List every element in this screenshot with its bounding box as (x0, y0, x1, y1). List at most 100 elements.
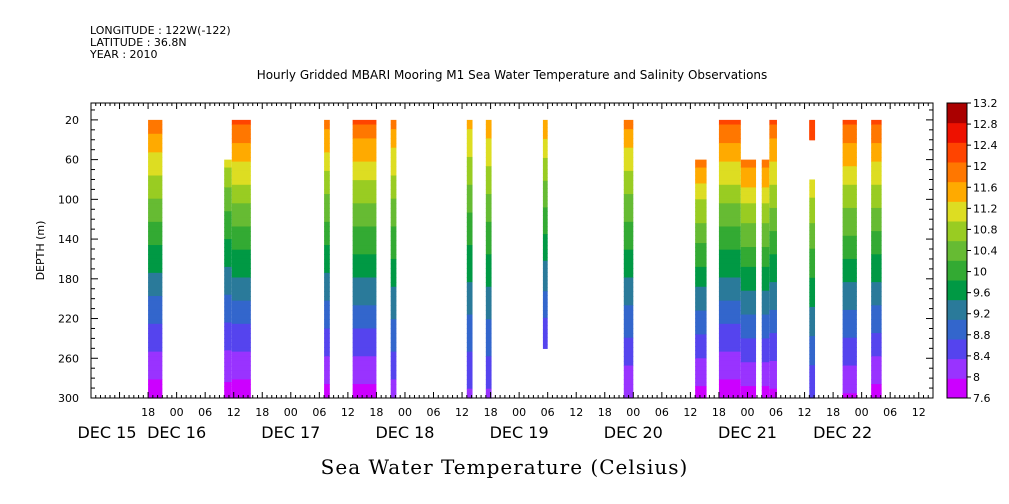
data-cell (809, 365, 816, 370)
data-cell (809, 277, 816, 283)
data-cell (718, 319, 741, 325)
x-hour-label: 18 (826, 406, 840, 419)
data-cell (324, 189, 330, 195)
data-cell (352, 323, 377, 330)
data-cell (871, 152, 882, 158)
data-cell (740, 338, 757, 343)
data-cell (740, 187, 757, 193)
data-cell (718, 212, 741, 218)
data-cell (809, 139, 816, 141)
data-cell (761, 374, 770, 379)
data-cell (324, 198, 330, 204)
colorbar-swatch (947, 339, 967, 360)
data-cell (542, 268, 548, 273)
data-cell (224, 278, 232, 284)
data-cell (390, 166, 397, 172)
data-cell (809, 237, 816, 242)
data-cell (224, 159, 232, 165)
data-cell (466, 393, 473, 399)
data-cell (761, 239, 770, 244)
data-cell (390, 189, 397, 195)
data-cell (761, 298, 770, 304)
data-cell (695, 227, 707, 232)
data-cell (809, 234, 816, 239)
data-cell (842, 217, 857, 223)
data-cell (761, 370, 770, 375)
data-cell (769, 347, 777, 353)
data-cell (390, 300, 397, 306)
data-cell (390, 263, 397, 269)
data-cell (324, 147, 330, 153)
data-cell (809, 390, 816, 395)
data-cell (623, 245, 634, 251)
data-cell (148, 300, 163, 306)
data-cell (224, 346, 232, 351)
data-cell (148, 198, 163, 204)
data-cell (466, 328, 473, 334)
data-cell (718, 203, 741, 209)
x-hour-label: 00 (855, 406, 869, 419)
data-cell (871, 296, 882, 302)
data-cell (809, 387, 816, 392)
data-cell (740, 203, 757, 208)
data-cell (718, 365, 741, 371)
data-cell (148, 319, 163, 325)
data-cell (231, 296, 251, 302)
data-cell (769, 258, 777, 265)
data-cell (224, 326, 232, 332)
data-cell (466, 143, 473, 149)
data-cell (761, 322, 770, 328)
data-cell (352, 379, 377, 385)
data-cell (761, 390, 770, 395)
data-cell (148, 347, 163, 353)
data-cell (695, 390, 707, 395)
data-cell (352, 374, 377, 381)
data-cell (542, 310, 548, 315)
data-cell (466, 138, 473, 144)
data-cell (761, 183, 770, 189)
data-cell (542, 249, 548, 254)
data-cell (542, 306, 548, 311)
data-cell (842, 189, 857, 195)
data-cell (623, 291, 634, 297)
data-cell (842, 374, 857, 381)
data-cell (809, 248, 816, 253)
colorbar: 7.6 8 8.4 8.8 9.2 9.6 10 10.4 10.8 11.2 11.6 12 12.4… (946, 97, 998, 405)
data-cell (352, 337, 377, 343)
data-cell (695, 219, 707, 224)
data-cell (148, 143, 163, 149)
data-cell (695, 239, 707, 244)
data-cell (623, 221, 634, 228)
y-tick-label: 60 (65, 154, 79, 167)
data-cell (623, 138, 634, 144)
data-cell (148, 129, 163, 135)
data-cell (224, 183, 232, 189)
data-cell (623, 379, 634, 385)
data-cell (485, 291, 492, 297)
data-cell (231, 189, 251, 195)
data-cell (761, 354, 770, 359)
data-cell (871, 129, 882, 135)
data-cell (148, 240, 163, 246)
data-cell (809, 357, 816, 363)
data-cell (871, 319, 882, 325)
data-cell (231, 217, 251, 223)
data-cell (769, 143, 777, 149)
data-cell (842, 300, 857, 306)
data-cell (842, 133, 857, 140)
data-cell (842, 231, 857, 237)
data-cell (352, 194, 377, 200)
data-cell (769, 245, 777, 251)
data-cell (842, 143, 857, 149)
colorbar-swatch (947, 201, 967, 222)
data-cell (224, 338, 232, 343)
data-cell (842, 245, 857, 251)
data-cell (231, 314, 251, 320)
data-cell (224, 223, 232, 228)
data-cell (224, 282, 232, 288)
data-cell (740, 223, 757, 228)
data-cell (623, 129, 634, 135)
data-cell (761, 219, 770, 224)
y-tick-label: 220 (58, 313, 79, 326)
data-cell (352, 370, 377, 376)
